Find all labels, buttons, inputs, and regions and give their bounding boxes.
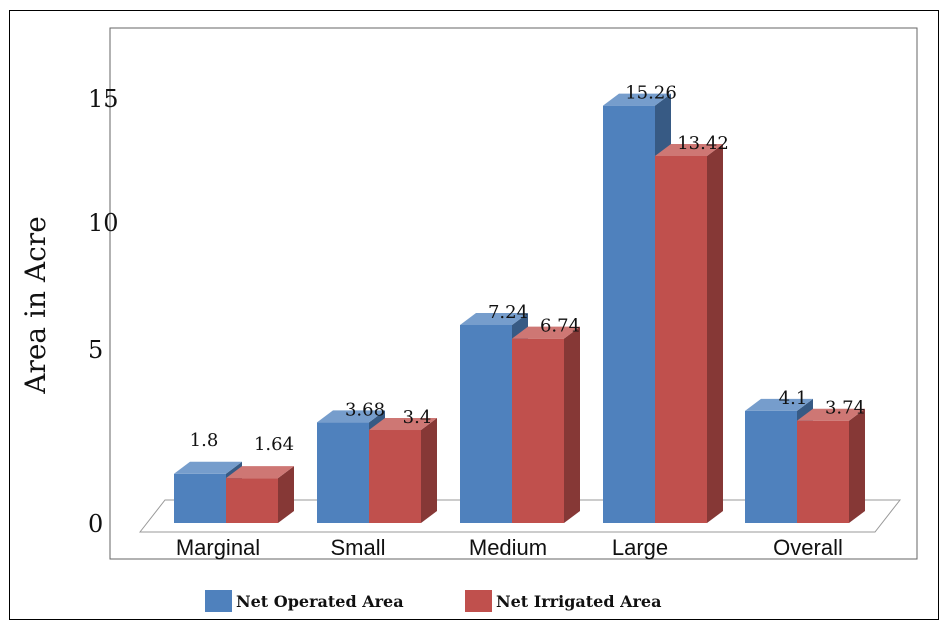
y-tick-label: 10 — [88, 209, 119, 237]
legend-item-net-operated-area: Net Operated Area — [205, 590, 404, 612]
data-label: 1.8 — [190, 430, 219, 451]
legend-label: Net Irrigated Area — [496, 591, 662, 611]
y-tick-label: 15 — [88, 85, 119, 113]
x-axis-categories: Marginal Small Medium Large Overall — [176, 535, 843, 560]
legend-swatch-blue — [205, 590, 232, 612]
bar-top — [603, 93, 671, 106]
bar-side — [849, 408, 865, 523]
bar-side — [564, 326, 580, 523]
legend-label: Net Operated Area — [236, 591, 404, 611]
bar-side — [278, 466, 294, 523]
legend: Net Operated Area Net Irrigated Area — [0, 590, 950, 615]
x-category-label: Marginal — [176, 535, 260, 560]
bar-top — [174, 461, 242, 474]
bar-front — [745, 410, 797, 523]
bar-top — [797, 408, 865, 421]
data-label: 1.64 — [254, 434, 294, 455]
y-axis-title: Area in Acre — [19, 216, 52, 395]
y-tick-label: 0 — [88, 510, 103, 538]
bar-front — [655, 155, 707, 523]
legend-swatch-red — [465, 590, 492, 612]
bar-overall-irrigated — [797, 408, 865, 523]
data-label: 15.26 — [625, 83, 677, 104]
data-label: 3.68 — [345, 399, 385, 420]
bar-top — [655, 143, 723, 156]
bar-small-irrigated — [369, 418, 437, 523]
bar-top — [745, 398, 813, 411]
y-axis-ticks: 0 5 10 15 — [88, 85, 119, 538]
bar-front — [317, 422, 369, 523]
bar-front — [369, 430, 421, 523]
y-tick-label: 5 — [88, 336, 103, 364]
bars-group — [174, 93, 865, 523]
bar-side — [421, 418, 437, 523]
bar-side — [707, 143, 723, 523]
bar-top — [460, 312, 528, 325]
bar-medium-irrigated — [512, 326, 580, 523]
x-category-label: Medium — [469, 535, 547, 560]
bar-top — [512, 326, 580, 339]
data-label: 13.42 — [677, 133, 729, 154]
bar-top — [226, 466, 294, 479]
bar-top — [317, 410, 385, 423]
bar-front — [797, 420, 849, 523]
bar-top — [369, 418, 437, 431]
bar-large-irrigated — [655, 143, 723, 523]
data-label: 6.74 — [540, 316, 580, 337]
legend-item-net-irrigated-area: Net Irrigated Area — [465, 590, 661, 612]
bar-front — [226, 478, 278, 523]
x-category-label: Overall — [773, 535, 843, 560]
data-labels: 1.8 1.64 3.68 3.4 7.24 6.74 15.26 13.42 4.1 3.74 — [190, 83, 865, 456]
bar-front — [460, 324, 512, 523]
data-label: 7.24 — [488, 302, 528, 323]
bar-front — [603, 105, 655, 523]
bar-marginal-irrigated — [226, 466, 294, 523]
bar-front — [174, 473, 226, 523]
data-label: 3.74 — [825, 398, 865, 419]
data-label: 4.1 — [779, 388, 808, 409]
x-category-label: Small — [330, 535, 385, 560]
x-category-label: Large — [612, 535, 668, 560]
bar-front — [512, 338, 564, 523]
data-label: 3.4 — [403, 407, 432, 428]
